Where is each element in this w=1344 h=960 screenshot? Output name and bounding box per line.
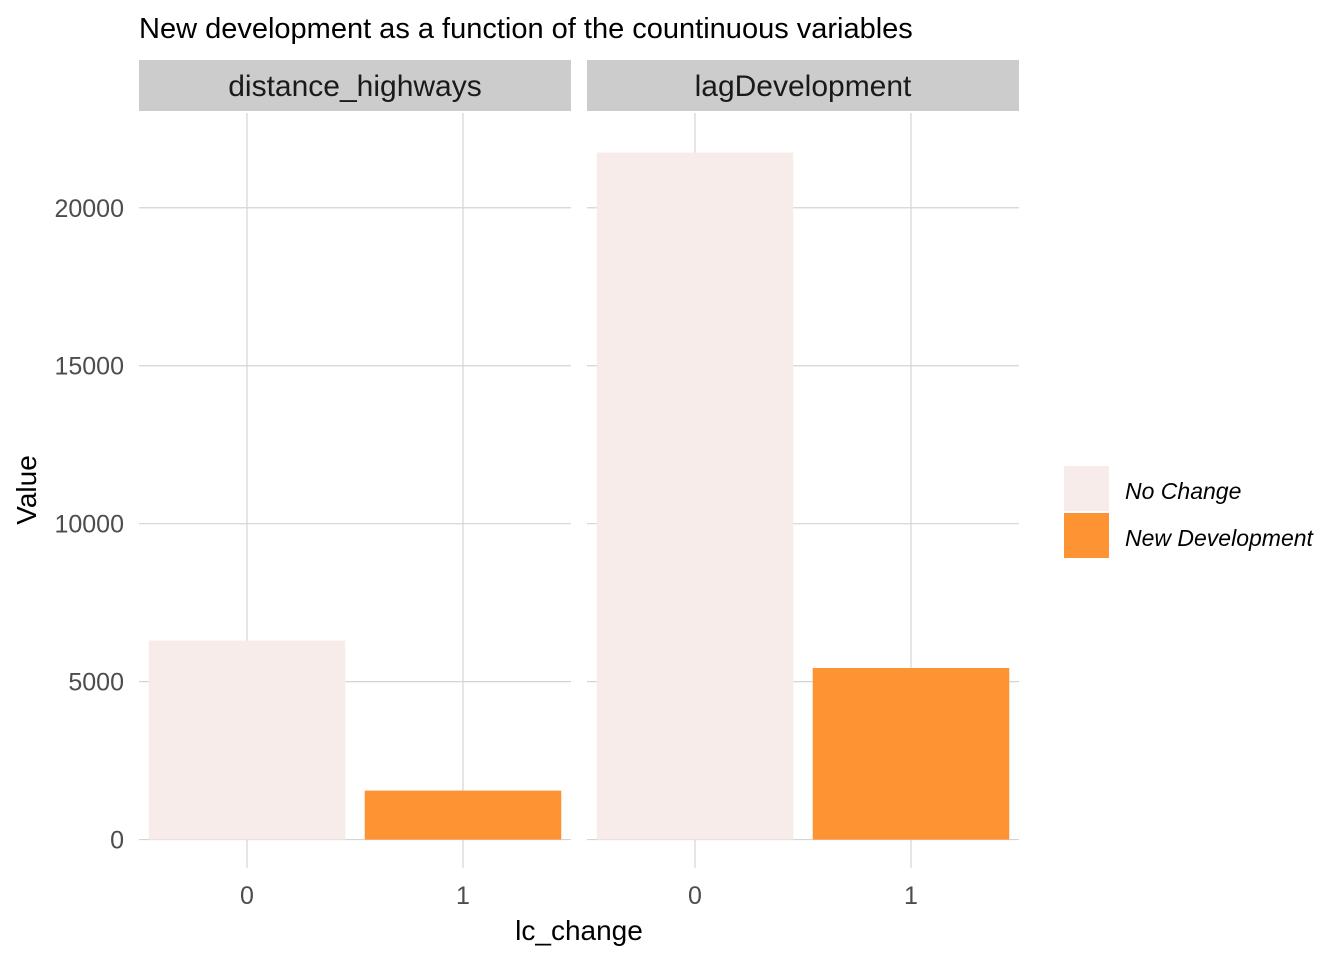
legend: No Change New Development: [1064, 466, 1315, 558]
y-tick-label: 10000: [54, 511, 124, 539]
facet-strip: [587, 60, 1019, 111]
y-axis: 0 5000 10000 15000 20000: [54, 195, 124, 855]
facet-strip-label: lagDevelopment: [695, 70, 912, 103]
bar: [596, 152, 794, 840]
x-tick-label: 1: [904, 882, 918, 910]
x-axis-title: lc_change: [515, 915, 643, 946]
x-tick-label: 0: [688, 882, 702, 910]
facet-strip-label: distance_highways: [228, 70, 482, 103]
y-tick-label: 15000: [54, 353, 124, 381]
y-tick-label: 5000: [68, 669, 124, 697]
legend-key: [1064, 466, 1109, 511]
y-tick-label: 0: [110, 827, 124, 855]
legend-key: [1064, 513, 1109, 558]
y-axis-title: Value: [11, 455, 42, 525]
facets: distance_highways 0 1 lagDevelopment 0 1: [139, 60, 1019, 910]
chart-title: New development as a function of the cou…: [139, 13, 913, 45]
legend-label: No Change: [1125, 478, 1241, 504]
facet-panel: lagDevelopment 0 1: [587, 60, 1019, 910]
legend-label: New Development: [1125, 525, 1315, 551]
bar: [364, 790, 562, 840]
y-tick-label: 20000: [54, 195, 124, 223]
x-tick-label: 0: [240, 882, 254, 910]
facet-panel: distance_highways 0 1: [139, 60, 571, 910]
x-tick-label: 1: [456, 882, 470, 910]
bar: [812, 668, 1010, 840]
facet-strip: [139, 60, 571, 111]
bar: [148, 640, 346, 840]
